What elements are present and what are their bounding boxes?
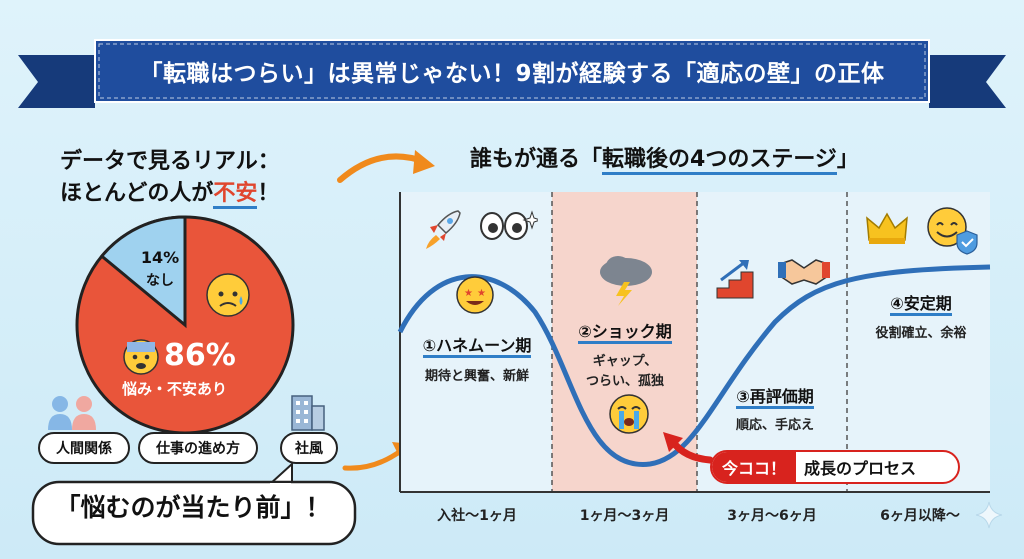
tag-work-style: 仕事の進め方 — [138, 432, 258, 464]
pie-label-none-value: 14% — [140, 248, 180, 267]
svg-text:★: ★ — [477, 288, 486, 299]
banner-title: 「転職はつらい」は異常じゃない！9割が経験する「適応の壁」の正体 — [139, 61, 885, 87]
title-banner — [18, 39, 1006, 108]
process-label: 成長のプロセス — [804, 459, 917, 478]
smiling-face-shield-icon — [927, 207, 978, 255]
tag-relationships: 人間関係 — [38, 432, 130, 464]
stage-2-title: ②ショック期 — [555, 318, 695, 344]
period-2: 1ヶ月〜3ヶ月 — [579, 508, 670, 524]
arrow-right-icon — [337, 150, 435, 183]
callout-text: 「悩むのが当たり前」！ — [55, 493, 331, 522]
stage-1-title: ①ハネムーン期 — [402, 332, 552, 358]
pie-chart — [75, 215, 295, 435]
rocket-icon — [426, 210, 461, 249]
storm-cloud-icon — [600, 256, 652, 306]
period-3: 3ヶ月〜6ヶ月 — [727, 508, 817, 524]
people-icon — [48, 396, 96, 430]
pie-slice-none — [99, 215, 187, 329]
pie-label-anxious-text: 悩み・不安あり — [122, 380, 228, 398]
stage-4-desc: 役割確立、余裕 — [875, 326, 967, 341]
period-4: 6ヶ月以降〜 — [880, 508, 960, 524]
right-heading: 誰もが通る「転職後の4つのステージ」 — [470, 146, 859, 175]
tag-culture: 社風 — [280, 432, 338, 464]
now-badge: 今ココ！ 成長のプロセス — [710, 450, 960, 484]
pie-label-none-text: なし — [146, 273, 174, 289]
adaptation-curve — [397, 264, 991, 467]
stairs-up-icon — [716, 260, 754, 299]
svg-text:★: ★ — [464, 288, 473, 299]
stage-2-desc-2: つらい、孤独 — [585, 374, 664, 389]
sparkle-icon — [975, 501, 1003, 529]
callout-bubble — [31, 462, 357, 546]
sparkling-eyes-icon — [480, 210, 538, 240]
stage-3-title: ③再評価期 — [700, 383, 850, 409]
left-heading-line1: データで見るリアル： — [60, 149, 280, 174]
stage-2-desc-1: ギャップ、 — [592, 354, 658, 369]
building-icon — [291, 395, 325, 431]
period-1: 入社〜1ヶ月 — [437, 508, 517, 524]
now-arrow-icon — [663, 432, 714, 464]
stage-1-desc: 期待と興奮、新鮮 — [424, 369, 529, 384]
now-label: 今ココ！ — [712, 452, 797, 482]
crying-face-icon — [609, 394, 649, 434]
handshake-icon — [778, 259, 830, 285]
stage-3-desc: 順応、手応え — [735, 418, 814, 433]
stage-4-title: ④安定期 — [848, 290, 994, 316]
left-heading-line2: ほとんどの人が不安！ — [60, 180, 279, 209]
crown-icon — [866, 212, 908, 244]
star-struck-face-icon: ★ ★ — [456, 276, 494, 314]
anxious-face-icon — [123, 339, 159, 375]
pie-label-anxious-value: 86% — [164, 338, 236, 373]
worried-face-icon — [206, 273, 250, 317]
